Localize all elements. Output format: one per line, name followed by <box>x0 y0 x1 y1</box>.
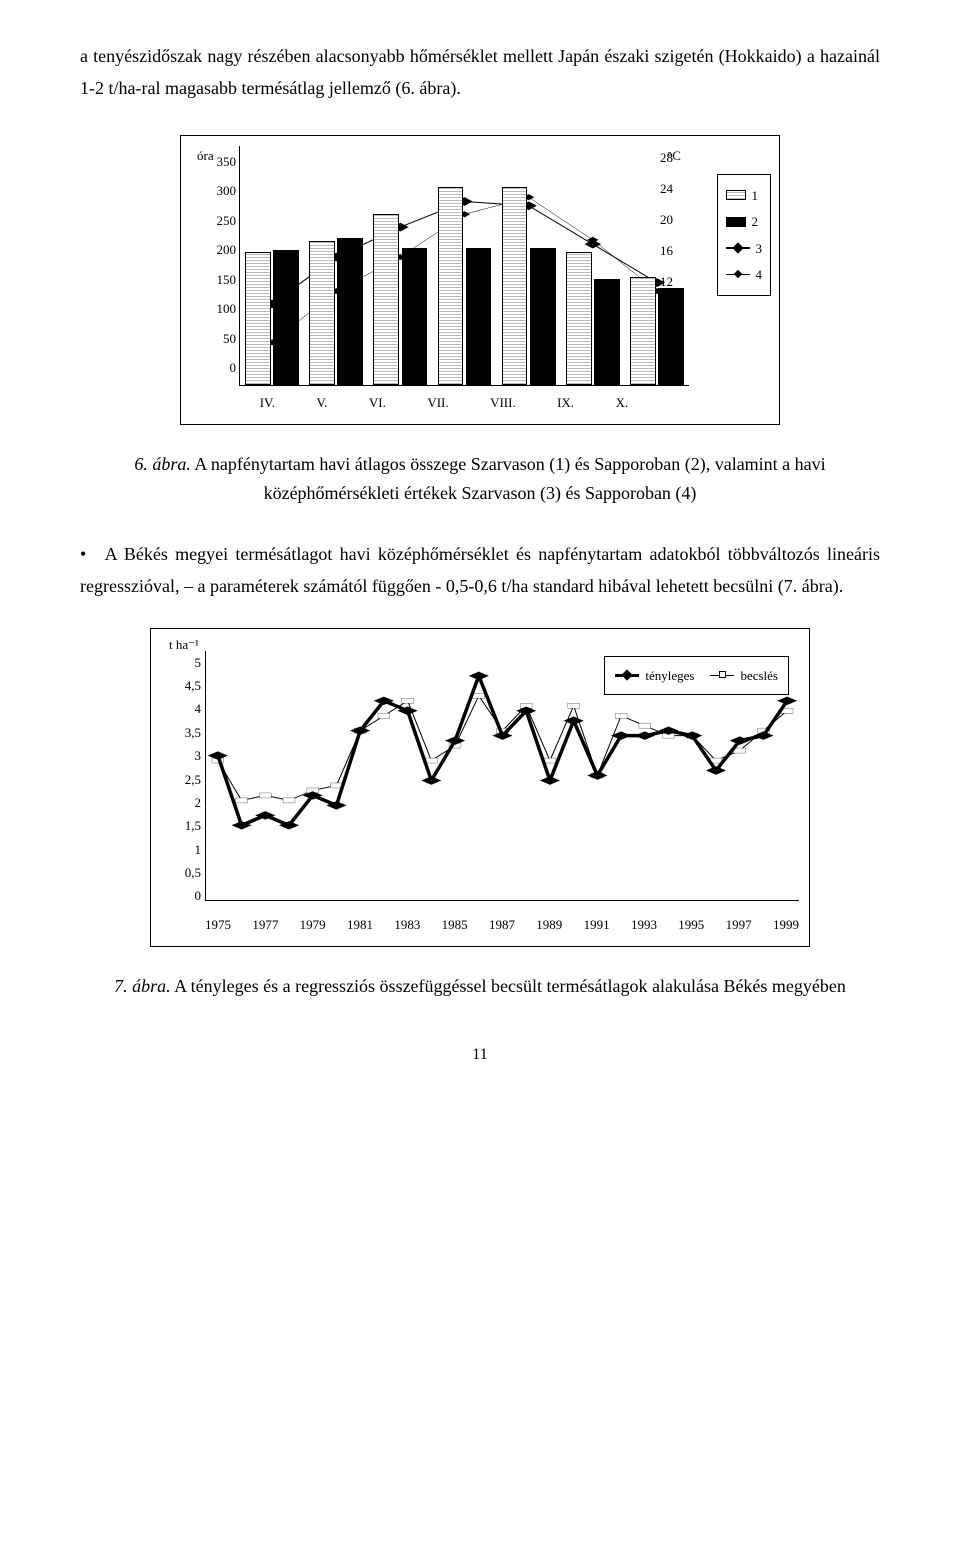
bar-series2 <box>273 250 299 385</box>
legend-label-4: 4 <box>756 263 763 286</box>
legend-label-1: 1 <box>752 184 759 207</box>
figure-6-caption-text: A napfénytartam havi átlagos összege Sza… <box>194 454 825 503</box>
chart2-left-axis: t ha⁻¹ 54,543,532,521,510,50 <box>161 651 205 908</box>
bar-series1 <box>438 187 464 385</box>
figure-7-caption-text: A tényleges és a regressziós összefüggés… <box>174 976 846 996</box>
bar-series2 <box>337 238 363 385</box>
bullet-text: A Békés megyei termésátlagot havi középh… <box>80 544 880 596</box>
chart2-legend: tényleges becslés <box>604 656 789 695</box>
bullet-paragraph: A Békés megyei termésátlagot havi középh… <box>80 538 880 603</box>
bar-series1 <box>566 252 592 385</box>
legend-line-3 <box>726 247 750 249</box>
chart2-plot-area: tényleges becslés <box>205 651 799 901</box>
bar-series2 <box>594 279 620 385</box>
chart1-left-axis-label: óra <box>197 144 214 167</box>
page-number: 11 <box>80 1041 880 1070</box>
bar-series2 <box>466 248 492 385</box>
legend-label-actual: tényleges <box>645 664 694 687</box>
figure-7-chart: t ha⁻¹ 54,543,532,521,510,50 tényleges b… <box>150 628 810 948</box>
chart1-legend: 1 2 3 4 <box>717 174 772 297</box>
figure-7-caption-prefix: 7. ábra. <box>114 976 171 996</box>
bar-series1 <box>309 241 335 384</box>
legend-swatch-2 <box>726 217 746 227</box>
bar-series1 <box>630 277 656 385</box>
bar-series1 <box>245 252 271 385</box>
chart1-right-axis: °C 2824201612840 <box>657 146 691 394</box>
figure-7-caption: 7. ábra. A tényleges és a regressziós ös… <box>80 972 880 1001</box>
chart1-right-axis-label: °C <box>667 144 681 167</box>
legend-label-3: 3 <box>756 237 763 260</box>
legend-line-estimate <box>710 675 734 676</box>
chart1-x-axis: IV.V.VI.VII.VIII.IX.X. <box>191 391 689 414</box>
legend-line-4 <box>726 274 750 275</box>
bar-series1 <box>502 187 528 385</box>
figure-6-caption-prefix: 6. ábra. <box>134 454 191 474</box>
legend-label-2: 2 <box>752 210 759 233</box>
legend-label-estimate: becslés <box>740 664 778 687</box>
figure-6-chart: óra 350300250200150100500 °C 28242016128… <box>180 135 780 425</box>
figure-6-caption: 6. ábra. A napfénytartam havi átlagos ös… <box>80 450 880 508</box>
legend-swatch-1 <box>726 190 746 200</box>
chart1-plot-area <box>239 146 689 386</box>
bar-series2 <box>402 248 428 385</box>
chart2-x-axis: 1975197719791981198319851987198919911993… <box>161 913 799 936</box>
chart2-y-axis-label: t ha⁻¹ <box>169 633 199 656</box>
bar-series2 <box>530 248 556 385</box>
intro-paragraph: a tenyészidőszak nagy részében alacsonya… <box>80 40 880 105</box>
legend-line-actual <box>615 674 639 677</box>
chart1-left-axis: óra 350300250200150100500 <box>191 146 239 386</box>
bar-series1 <box>373 214 399 385</box>
